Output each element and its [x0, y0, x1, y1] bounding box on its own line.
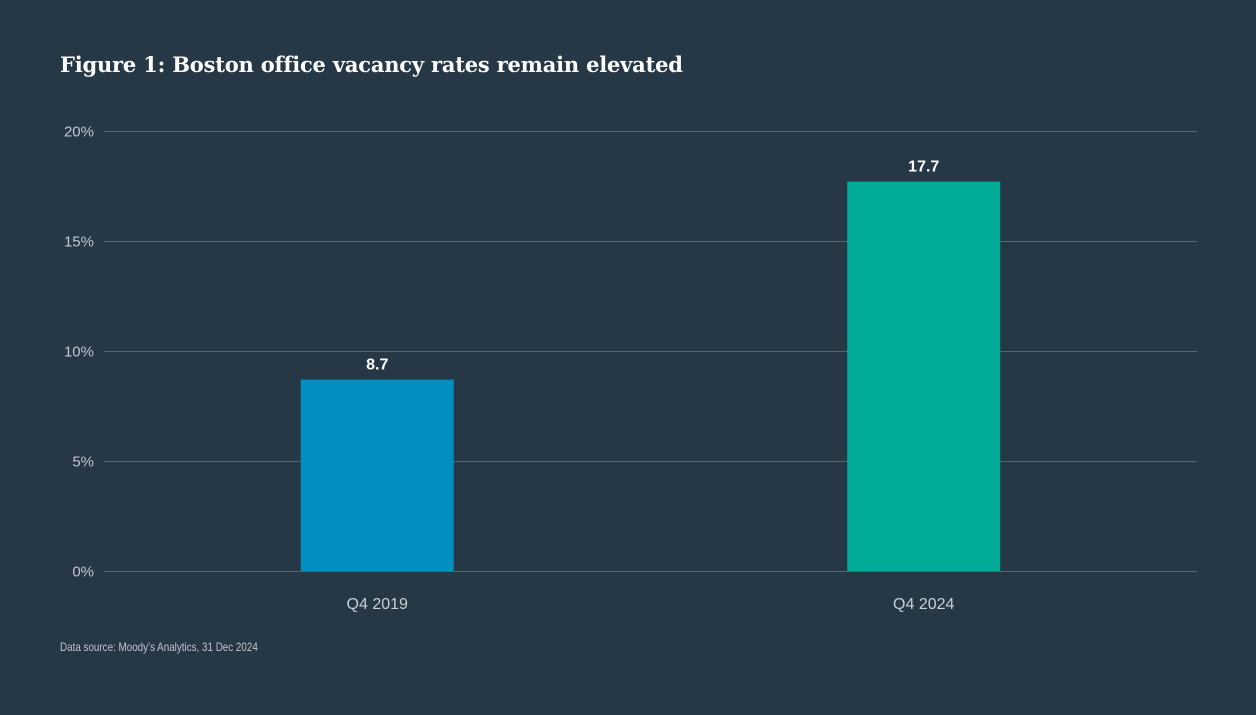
y-tick-label: 0%	[72, 564, 94, 581]
y-tick-label: 10%	[64, 344, 94, 361]
bar	[847, 181, 1001, 571]
chart-title: Figure 1: Boston office vacancy rates re…	[60, 52, 683, 77]
y-tick-label: 5%	[72, 454, 94, 471]
x-axis-ticks: Q4 2019 Q4 2024	[347, 596, 955, 613]
x-tick-label: Q4 2019	[347, 596, 408, 613]
gridlines	[104, 131, 1197, 572]
y-tick-label: 20%	[64, 124, 94, 141]
data-source-note: Data source: Moody’s Analytics, 31 Dec 2…	[60, 640, 258, 654]
bar	[300, 379, 454, 571]
y-tick-label: 15%	[64, 234, 94, 251]
y-axis-ticks: 0% 5% 10% 15% 20%	[64, 124, 94, 581]
bar-value-label: 8.7	[366, 357, 388, 374]
x-tick-label: Q4 2024	[893, 596, 954, 613]
bar-value-label: 17.7	[908, 159, 939, 176]
data-labels: 8.7 17.7	[366, 159, 939, 374]
bars	[300, 181, 1001, 571]
